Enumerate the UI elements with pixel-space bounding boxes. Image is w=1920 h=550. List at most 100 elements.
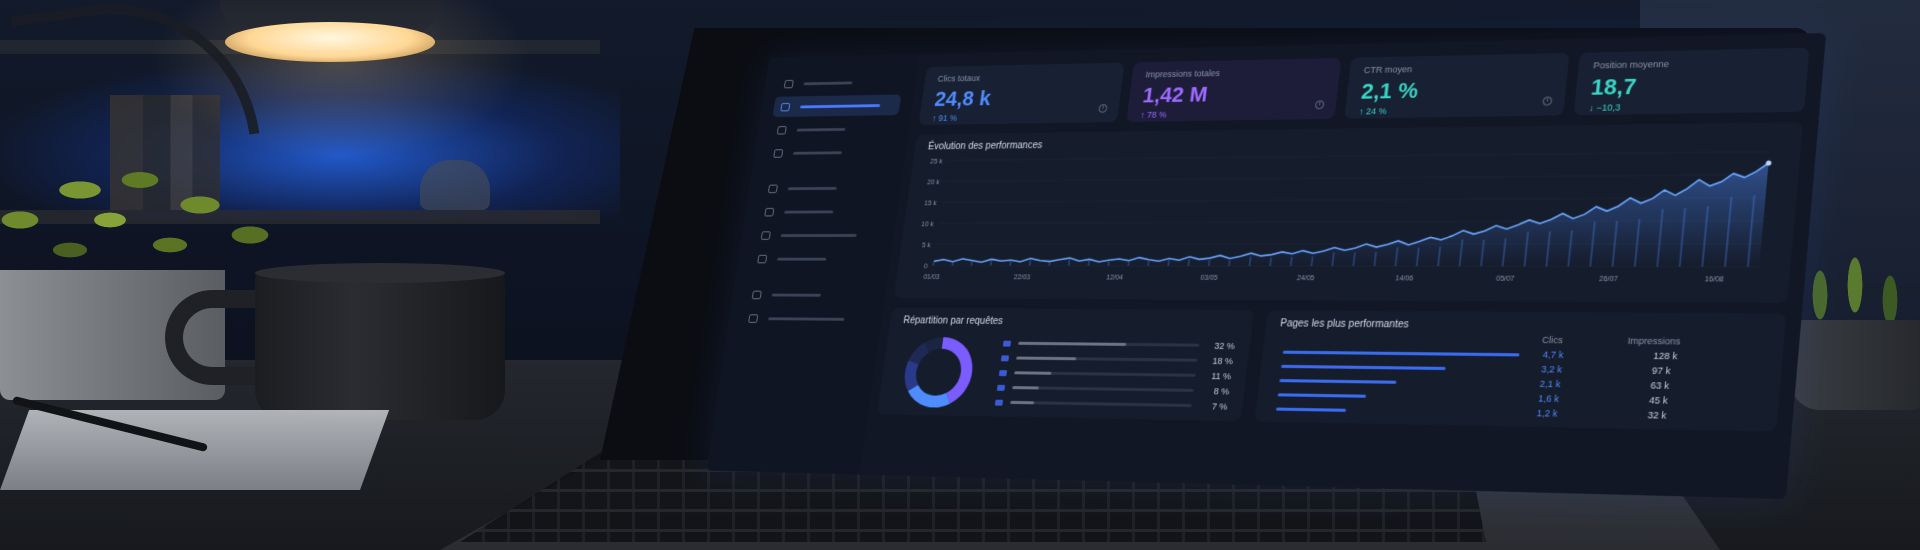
page-icon: [777, 126, 787, 134]
legend-bar-fill: [1014, 371, 1051, 374]
column-header-clicks: Clics: [1542, 335, 1564, 346]
lamp-bulb: [225, 22, 435, 62]
kpi-delta: ↑ 91 %: [931, 111, 1105, 123]
x-tick-label: 05/07: [1496, 276, 1515, 283]
kpi-value: 1,42 M: [1141, 80, 1325, 108]
sidebar-item[interactable]: [760, 177, 889, 199]
kpi-card-clicks[interactable]: Clics totaux 24,8 k ↑ 91 % i: [919, 63, 1125, 125]
legend-bar-fill: [1012, 386, 1039, 389]
performance-chart-card: Évolution des performances 05 k 10 k 15 k2…: [894, 122, 1803, 303]
kpi-card-position[interactable]: Position moyenne 18,7 ↓ −10,3: [1574, 48, 1810, 116]
kpi-delta: ↑ 78 %: [1140, 107, 1322, 120]
sidebar-item-label: [772, 293, 821, 296]
sidebar-item[interactable]: [765, 141, 894, 163]
legend-bar-fill: [1016, 357, 1077, 361]
column-header-impressions: Impressions: [1627, 336, 1681, 347]
y-tick-label: 0: [923, 264, 928, 271]
x-tick-label: 12/04: [1106, 275, 1124, 282]
sidebar-item-label: [800, 104, 880, 108]
legend-row: 7 %: [994, 395, 1228, 414]
legend-percent: 7 %: [1199, 401, 1228, 412]
legend-bar: [1016, 357, 1197, 362]
sidebar-item-label: [788, 186, 837, 189]
sidebar-item-label: [793, 151, 842, 154]
pages-title: Pages les plus performantes: [1280, 318, 1770, 333]
kpi-value: 2,1 %: [1360, 75, 1553, 104]
bottom-row: Répartition par requêtes 32 % 18 % 11 % …: [877, 308, 1786, 432]
page-clicks: 2,1 k: [1539, 379, 1561, 390]
sidebar-item-home[interactable]: [776, 71, 905, 94]
sidebar-item-label: [768, 317, 844, 320]
legend-swatch: [995, 399, 1003, 405]
legend-percent: 32 %: [1206, 340, 1235, 350]
page-impressions: 128 k: [1653, 351, 1678, 362]
sidebar-item[interactable]: [753, 224, 883, 245]
sidebar-item-label: [777, 257, 826, 260]
main-content: Clics totaux 24,8 k ↑ 91 % i Impressions…: [870, 48, 1810, 488]
sidebar-item-label: [797, 128, 846, 132]
sidebar-item[interactable]: [769, 118, 898, 140]
legend-percent: 11 %: [1203, 370, 1232, 380]
queries-card: Répartition par requêtes 32 % 18 % 11 % …: [877, 308, 1254, 422]
sidebar-item-performance[interactable]: [772, 94, 901, 117]
sidebar-item-label: [804, 81, 853, 85]
info-icon[interactable]: i: [1315, 100, 1325, 109]
legend-swatch: [999, 370, 1007, 376]
chart-area: [933, 163, 1768, 267]
page-bar[interactable]: [1283, 351, 1520, 357]
page-bar[interactable]: [1276, 408, 1346, 412]
donut-slice: [914, 347, 927, 362]
gridline: [945, 175, 1768, 182]
y-tick-label: 25 k: [930, 159, 943, 166]
legend-swatch: [1003, 340, 1011, 346]
legend-percent: 8 %: [1201, 386, 1230, 397]
legend-bar: [1012, 386, 1194, 392]
kpi-card-ctr[interactable]: CTR moyen 2,1 % ↑ 24 % i: [1344, 53, 1569, 119]
kpi-delta: ↑ 24 %: [1359, 104, 1550, 117]
donut-slice: [935, 343, 971, 399]
queries-legend: 32 % 18 % 11 % 8 % 7 %: [994, 336, 1235, 414]
page-bar[interactable]: [1278, 393, 1367, 397]
sidebar-item[interactable]: [740, 308, 870, 330]
y-tick-label: 5 k: [921, 242, 931, 249]
page-impressions: 45 k: [1649, 395, 1669, 406]
x-tick-label: 01/03: [923, 274, 940, 281]
mug-rim: [255, 263, 505, 283]
x-tick-label: 16/08: [1704, 276, 1724, 283]
link-icon: [764, 207, 774, 215]
vase: [420, 160, 490, 210]
performance-chart[interactable]: 0 5 k 10 k 15 k 20 k 25 k 01/03 22/03 12/04 03/05…: [901, 143, 1781, 300]
y-tick-label: 20 k: [927, 179, 940, 186]
gear-icon: [748, 314, 758, 323]
info-icon[interactable]: i: [1098, 104, 1108, 113]
sidebar-item-label: [781, 234, 857, 237]
page-bar[interactable]: [1279, 379, 1396, 384]
sidebar-item[interactable]: [756, 201, 886, 222]
check-icon: [757, 254, 767, 262]
sidebar-item[interactable]: [744, 284, 874, 306]
kpi-value: 24,8 k: [933, 84, 1108, 112]
legend-swatch: [997, 384, 1005, 390]
kpi-value: 18,7: [1590, 71, 1792, 101]
page-clicks: 4,7 k: [1542, 349, 1564, 360]
sidebar-item[interactable]: [749, 248, 879, 269]
legend-bar-fill: [1010, 401, 1034, 404]
sidebar-item-label: [784, 210, 833, 213]
chart-endpoint: [1766, 160, 1772, 165]
folder-icon: [768, 184, 778, 192]
coffee-mug: [255, 270, 505, 420]
page-impressions: 32 k: [1647, 410, 1667, 421]
chart-icon: [780, 103, 790, 111]
legend-bar: [1014, 371, 1196, 377]
page-bar[interactable]: [1281, 365, 1446, 370]
kpi-label: Impressions totales: [1145, 66, 1327, 79]
legend-bar-fill: [1018, 342, 1126, 346]
queries-donut-chart[interactable]: [896, 333, 981, 412]
gridline: [948, 152, 1770, 161]
info-icon[interactable]: i: [1542, 96, 1552, 105]
page-impressions: 97 k: [1652, 365, 1672, 376]
x-tick-label: 03/05: [1200, 275, 1218, 282]
kpi-card-impressions[interactable]: Impressions totales 1,42 M ↑ 78 % i: [1126, 58, 1341, 122]
notebook: [0, 410, 389, 490]
globe-icon: [761, 231, 771, 239]
